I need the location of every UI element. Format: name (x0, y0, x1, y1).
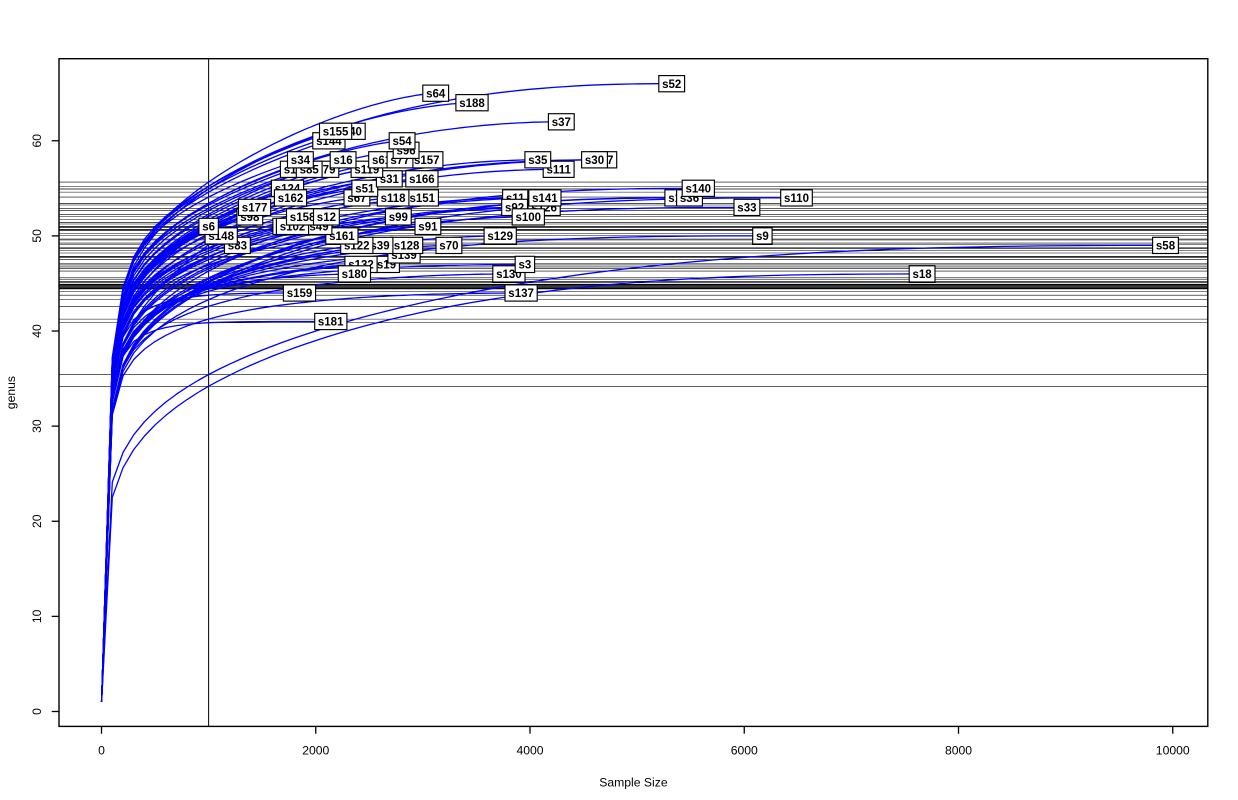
svg-text:s9: s9 (756, 231, 769, 243)
svg-text:4000: 4000 (516, 744, 543, 758)
svg-text:s37: s37 (552, 117, 571, 129)
svg-text:s137: s137 (508, 288, 534, 300)
svg-text:Sample Size: Sample Size (599, 776, 668, 790)
svg-text:s100: s100 (516, 212, 542, 224)
svg-text:s58: s58 (1156, 241, 1176, 253)
svg-text:s35: s35 (528, 155, 548, 167)
svg-text:0: 0 (98, 744, 105, 758)
svg-text:s157: s157 (414, 155, 440, 167)
svg-text:s18: s18 (913, 269, 933, 281)
svg-text:s39: s39 (370, 241, 389, 253)
svg-text:s64: s64 (426, 88, 446, 100)
svg-text:s159: s159 (287, 288, 313, 300)
svg-text:40: 40 (30, 324, 44, 338)
svg-text:10: 10 (30, 609, 44, 623)
svg-text:s166: s166 (409, 174, 435, 186)
svg-text:s99: s99 (389, 212, 408, 224)
svg-text:50: 50 (30, 229, 44, 243)
svg-text:s161: s161 (329, 231, 355, 243)
svg-text:s158: s158 (290, 212, 316, 224)
svg-text:s155: s155 (323, 127, 349, 139)
svg-text:60: 60 (30, 134, 44, 148)
svg-text:0: 0 (30, 708, 44, 715)
svg-text:genus: genus (4, 376, 18, 409)
svg-text:s141: s141 (532, 193, 558, 205)
svg-text:s30: s30 (585, 155, 604, 167)
svg-text:30: 30 (30, 419, 44, 433)
svg-text:2000: 2000 (302, 744, 329, 758)
svg-text:s91: s91 (418, 222, 438, 234)
svg-text:s128: s128 (394, 241, 420, 253)
svg-text:s16: s16 (334, 155, 353, 167)
svg-text:s188: s188 (459, 98, 485, 110)
svg-text:s162: s162 (278, 193, 304, 205)
svg-text:s129: s129 (487, 231, 513, 243)
svg-text:s177: s177 (242, 203, 268, 215)
svg-text:s34: s34 (291, 155, 311, 167)
svg-text:20: 20 (30, 514, 44, 528)
svg-text:s180: s180 (342, 269, 368, 281)
svg-text:s6: s6 (202, 222, 215, 234)
svg-text:s110: s110 (784, 193, 809, 205)
svg-text:s118: s118 (381, 193, 407, 205)
svg-text:8000: 8000 (945, 744, 972, 758)
svg-text:6000: 6000 (731, 744, 758, 758)
svg-text:s54: s54 (393, 136, 413, 148)
svg-text:s33: s33 (737, 203, 756, 215)
svg-text:s12: s12 (317, 212, 336, 224)
svg-text:s111: s111 (547, 165, 572, 177)
svg-text:s51: s51 (355, 184, 375, 196)
svg-text:s3: s3 (519, 260, 532, 272)
svg-text:s151: s151 (410, 193, 436, 205)
svg-text:s31: s31 (380, 174, 400, 186)
svg-text:s70: s70 (439, 241, 458, 253)
svg-text:s52: s52 (662, 79, 681, 91)
svg-text:10000: 10000 (1156, 744, 1190, 758)
svg-text:s140: s140 (686, 184, 712, 196)
svg-text:s181: s181 (318, 317, 344, 329)
